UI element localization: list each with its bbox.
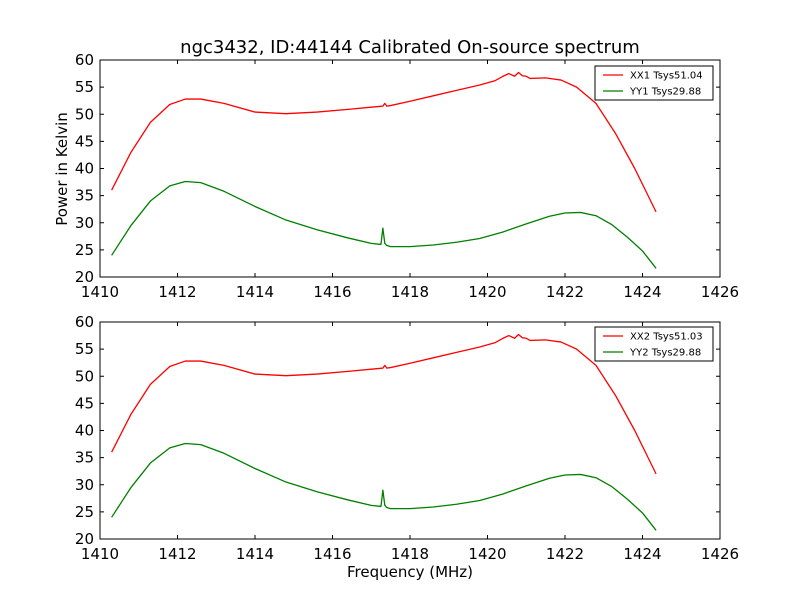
x-tick-label: 1422 bbox=[546, 545, 584, 563]
y-tick-label: 25 bbox=[75, 503, 94, 521]
series-line-yy-panel-2 bbox=[111, 442, 657, 531]
x-tick-label: 1410 bbox=[81, 283, 119, 301]
x-tick-label: 1420 bbox=[468, 545, 506, 563]
x-tick-label: 1414 bbox=[236, 545, 274, 563]
y-tick-label: 45 bbox=[75, 394, 94, 412]
legend: XX2 Tsys51.03 YY2 Tsys29.88 bbox=[594, 326, 714, 362]
y-tick-label: 60 bbox=[75, 51, 94, 69]
y-tick-label: 45 bbox=[75, 132, 94, 150]
y-tick-label: 30 bbox=[75, 476, 94, 494]
x-tick-label: 1410 bbox=[81, 545, 119, 563]
series-line-xx-panel-1 bbox=[111, 71, 657, 213]
legend-box bbox=[594, 326, 714, 362]
x-tick-label: 1418 bbox=[391, 545, 429, 563]
y-axis-label: Power in Kelvin bbox=[53, 112, 71, 226]
chart-title: ngc3432, ID:44144 Calibrated On-source s… bbox=[180, 37, 640, 58]
x-tick-label: 1424 bbox=[623, 545, 661, 563]
top-panel: 1410 1412 1414 1416 1418 1420 1422 1424 1426 20 25… bbox=[75, 51, 739, 301]
legend-entry: XX1 Tsys51.04 bbox=[630, 71, 703, 82]
legend-box bbox=[594, 65, 714, 101]
y-tick-label: 50 bbox=[75, 105, 94, 123]
x-tick-label: 1422 bbox=[546, 283, 584, 301]
bottom-panel: 1410 1412 1414 1416 1418 1420 1422 1424 1426 20 25… bbox=[75, 313, 739, 563]
x-tick-label: 1426 bbox=[701, 545, 739, 563]
series-line-yy-panel-1 bbox=[111, 180, 657, 269]
y-tick-label: 35 bbox=[75, 187, 94, 205]
y-tick-label: 60 bbox=[75, 313, 94, 331]
y-tick-label: 25 bbox=[75, 241, 94, 259]
y-tick-label: 55 bbox=[75, 340, 94, 358]
x-tick-label: 1426 bbox=[701, 283, 739, 301]
x-tick-label: 1424 bbox=[623, 283, 661, 301]
series-line-xx-panel-2 bbox=[111, 333, 657, 475]
legend-entry: YY2 Tsys29.88 bbox=[629, 348, 701, 359]
x-tick-label: 1414 bbox=[236, 283, 274, 301]
legend: XX1 Tsys51.04 YY1 Tsys29.88 bbox=[594, 65, 714, 101]
y-tick-label: 20 bbox=[75, 268, 94, 286]
y-tick-label: 40 bbox=[75, 160, 94, 178]
y-tick-label: 50 bbox=[75, 367, 94, 385]
x-tick-label: 1416 bbox=[313, 283, 351, 301]
legend-entry: YY1 Tsys29.88 bbox=[629, 87, 701, 98]
x-tick-label: 1420 bbox=[468, 283, 506, 301]
x-tick-label: 1412 bbox=[158, 545, 196, 563]
x-tick-label: 1412 bbox=[158, 283, 196, 301]
x-tick-label: 1418 bbox=[391, 283, 429, 301]
x-axis-label: Frequency (MHz) bbox=[347, 563, 473, 581]
x-tick-label: 1416 bbox=[313, 545, 351, 563]
y-tick-label: 55 bbox=[75, 78, 94, 96]
y-tick-label: 35 bbox=[75, 449, 94, 467]
y-tick-label: 40 bbox=[75, 422, 94, 440]
y-tick-label: 30 bbox=[75, 214, 94, 232]
legend-entry: XX2 Tsys51.03 bbox=[630, 332, 703, 343]
y-tick-label: 20 bbox=[75, 530, 94, 548]
